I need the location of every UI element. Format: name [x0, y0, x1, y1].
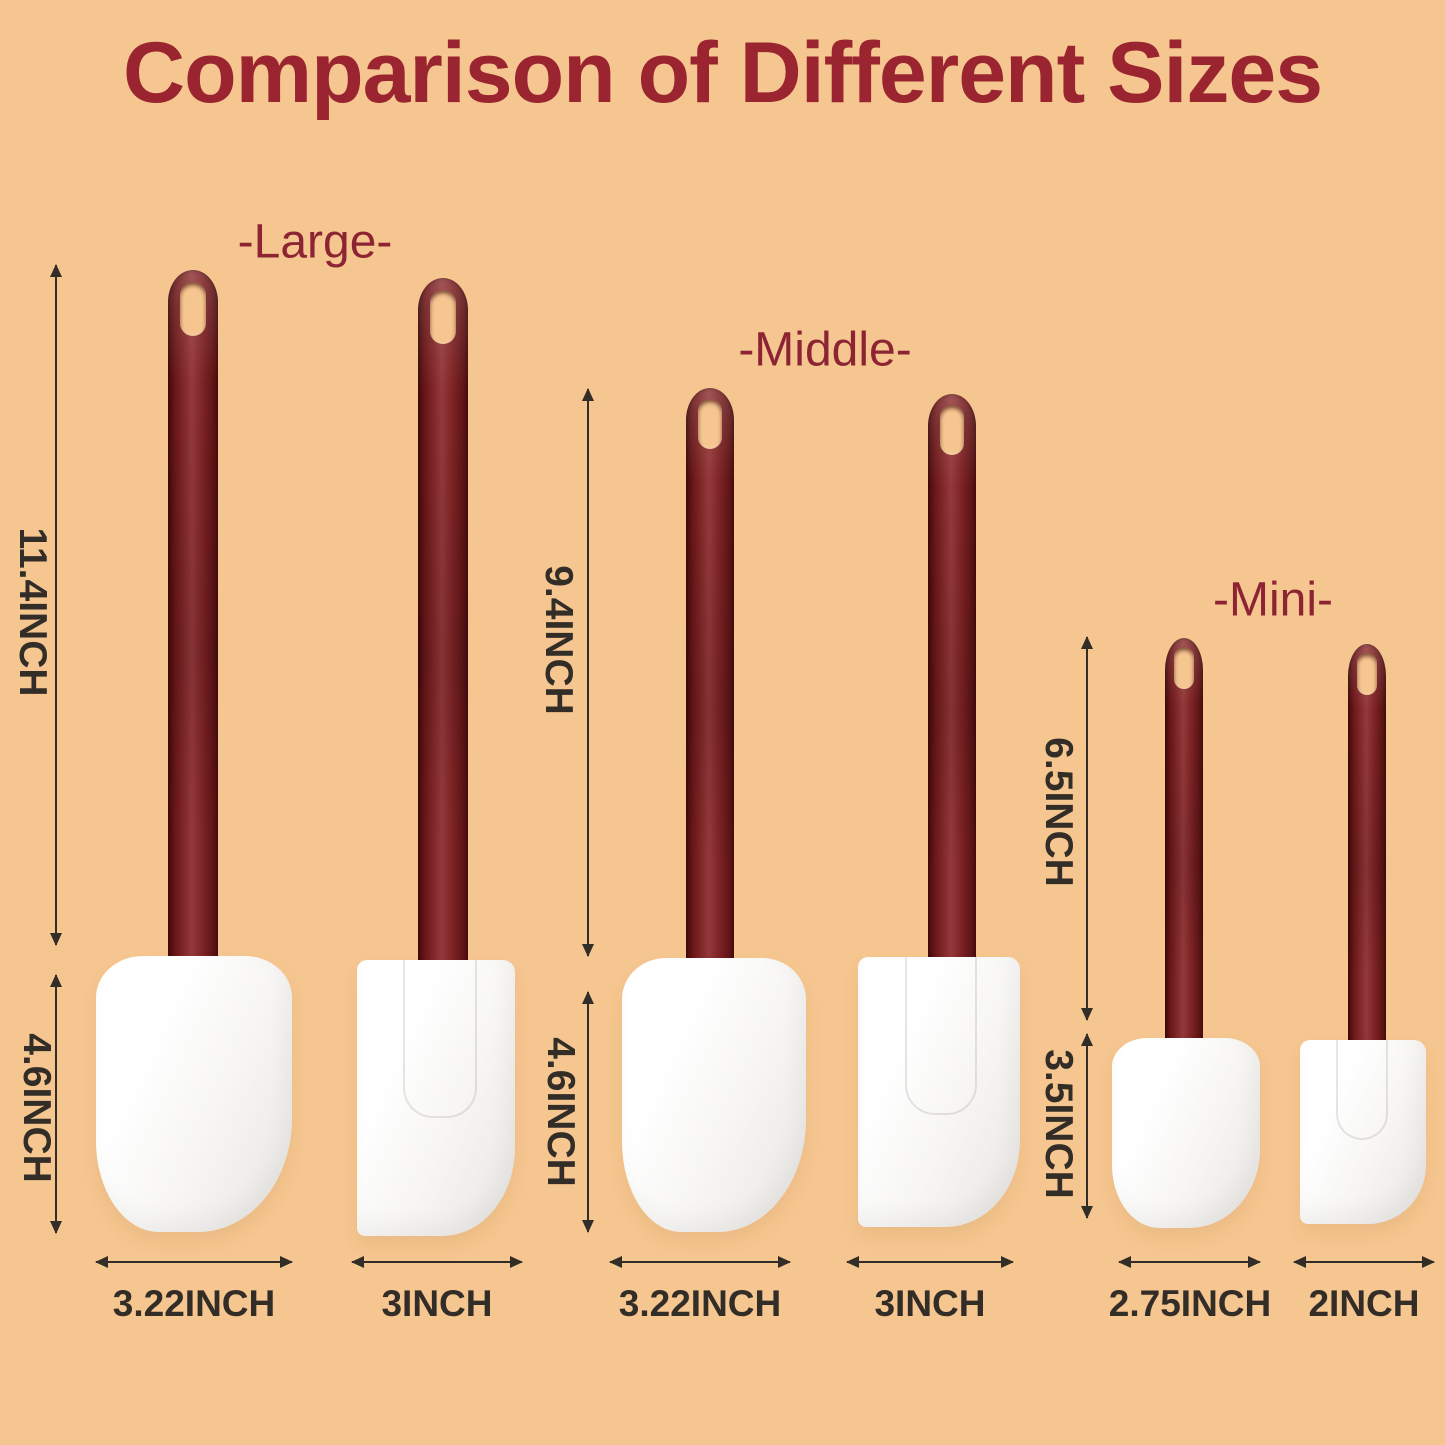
dimension-arrow-mini-total-height: [1081, 636, 1093, 1021]
middle-spoon-head: [622, 958, 806, 1232]
dimension-label-mini-spoon-width: 2.75INCH: [1108, 1283, 1272, 1324]
dimension-arrow-large-flat-width: [351, 1256, 523, 1268]
dimension-arrow-middle-total-height: [582, 388, 594, 957]
mini-flat-handle: [1348, 644, 1386, 1054]
blade-seam: [1336, 1040, 1388, 1140]
hanging-hole: [1174, 647, 1194, 689]
dimension-label-middle-total-height: 9.4INCH: [537, 565, 580, 715]
mini-spoon-handle: [1165, 638, 1203, 1052]
large-flat-head: [357, 960, 515, 1236]
dimension-arrow-mini-spoon-width: [1118, 1256, 1261, 1268]
dimension-arrow-mini-head-height: [1081, 1033, 1093, 1219]
hanging-hole: [940, 405, 964, 455]
dimension-arrow-large-spoon-width: [95, 1256, 293, 1268]
blade-seam: [403, 960, 477, 1118]
hanging-hole: [1357, 653, 1377, 695]
large-spoon-handle: [168, 270, 218, 970]
hanging-hole: [180, 282, 206, 336]
dimension-label-large-spoon-width: 3.22INCH: [112, 1283, 276, 1324]
dimension-arrow-middle-spoon-width: [609, 1256, 791, 1268]
dimension-label-large-head-height: 4.6INCH: [15, 1033, 58, 1183]
large-flat-handle: [418, 278, 468, 974]
mini-spoon-head: [1112, 1038, 1260, 1228]
dimension-arrow-middle-flat-width: [846, 1256, 1014, 1268]
blade-seam: [905, 957, 977, 1115]
large-spoon-head: [96, 956, 292, 1232]
dimension-label-mini-head-height: 3.5INCH: [1037, 1049, 1080, 1199]
dimension-label-middle-spoon-width: 3.22INCH: [618, 1283, 782, 1324]
dimension-label-large-total-height: 11.4INCH: [11, 527, 54, 697]
dimension-label-large-flat-width: 3INCH: [381, 1283, 493, 1324]
middle-spoon-handle: [686, 388, 734, 972]
hanging-hole: [430, 290, 456, 344]
dimension-arrow-mini-flat-width: [1293, 1256, 1435, 1268]
dimension-arrow-large-head-height: [50, 974, 62, 1234]
group-label-mini: -Mini-: [1213, 573, 1333, 627]
dimension-label-middle-flat-width: 3INCH: [874, 1283, 986, 1324]
hanging-hole: [698, 399, 722, 449]
dimension-label-mini-flat-width: 2INCH: [1308, 1283, 1420, 1324]
mini-flat-head: [1300, 1040, 1426, 1224]
page-title: Comparison of Different Sizes: [122, 25, 1323, 121]
dimension-label-mini-total-height: 6.5INCH: [1037, 737, 1080, 887]
group-label-middle: -Middle-: [738, 323, 912, 377]
dimension-label-middle-head-height: 4.6INCH: [539, 1037, 582, 1187]
group-label-large: -Large-: [237, 215, 393, 269]
dimension-arrow-middle-head-height: [582, 991, 594, 1233]
dimension-arrow-large-total-height: [50, 264, 62, 946]
middle-flat-head: [858, 957, 1020, 1227]
middle-flat-handle: [928, 394, 976, 972]
